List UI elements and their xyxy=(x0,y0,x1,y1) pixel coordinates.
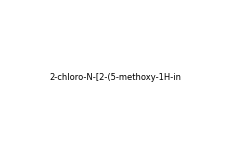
Text: 2-chloro-N-[2-(5-methoxy-1H-in: 2-chloro-N-[2-(5-methoxy-1H-in xyxy=(49,73,181,82)
